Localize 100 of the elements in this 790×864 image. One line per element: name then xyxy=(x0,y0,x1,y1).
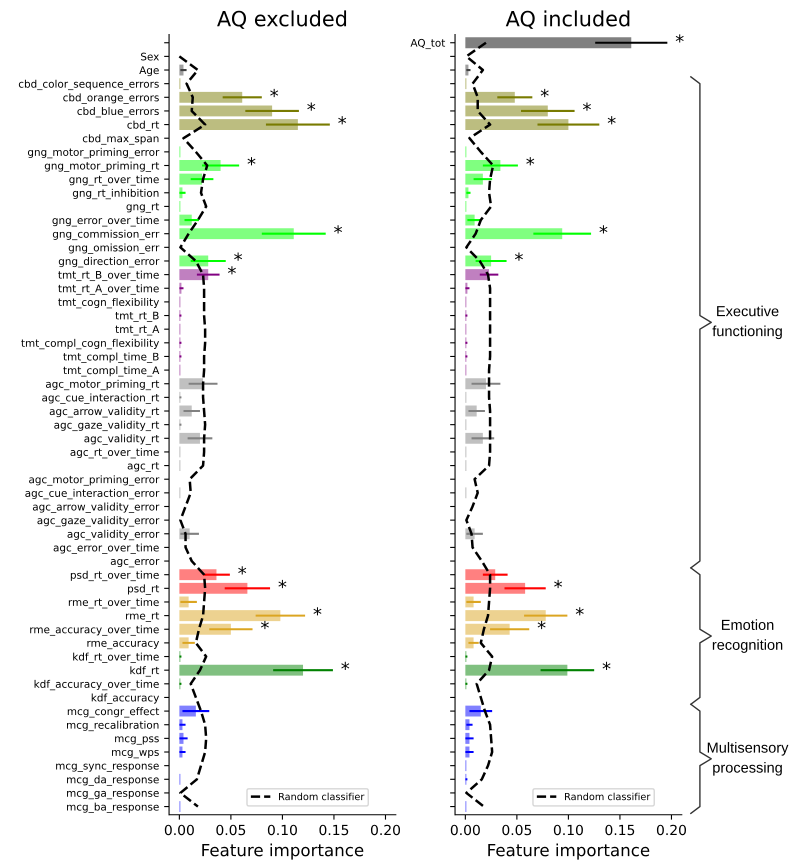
x-axis-title: Feature importance xyxy=(488,843,650,860)
bar xyxy=(179,664,304,676)
chart-title: AQ excluded xyxy=(217,10,346,29)
text: Multisensory processing xyxy=(708,742,788,776)
text: Executive functioning xyxy=(712,306,782,340)
chart-title: AQ included xyxy=(506,10,630,29)
bar xyxy=(179,582,248,594)
y-tick-label: agc_cue_interaction_error xyxy=(25,488,160,500)
y-tick-label: rme_accuracy xyxy=(87,640,160,650)
data-label: * xyxy=(599,225,608,234)
y-tick-label: mcg_ba_response xyxy=(67,802,159,813)
y-tick-label: cbd_rt xyxy=(127,120,160,131)
y-tick-label: mcg_ga_response xyxy=(67,790,159,800)
legend-label: Random classifier xyxy=(565,792,650,800)
data-label: * xyxy=(582,102,591,111)
data-label: * xyxy=(270,88,278,98)
data-label: * xyxy=(228,266,236,274)
y-tick-label: gng_commission_err xyxy=(52,230,160,240)
y-tick-label: kdf_accuracy_over_time xyxy=(34,680,159,690)
y-tick-label: tmt_rt_B_over_time xyxy=(58,270,159,282)
y-tick-label: agc_validity_rt xyxy=(84,434,160,445)
bar xyxy=(465,105,548,116)
y-tick-label: agc_gaze_validity_rt xyxy=(54,420,160,432)
y-tick-label: psd_rt_over_time xyxy=(70,570,159,582)
bar xyxy=(465,664,568,676)
y-tick-label: rme_rt_over_time xyxy=(68,598,159,608)
y-tick-label: gng_rt_inhibition xyxy=(72,188,158,200)
y-tick-label: tmt_cogn_flexibility xyxy=(58,298,160,308)
y-tick-label: psd_rt xyxy=(128,584,160,595)
y-tick-label: kdf_rt_over_time xyxy=(73,652,159,663)
x-tick-label: 0.15 xyxy=(605,824,634,836)
y-tick-label: rme_accuracy_over_time xyxy=(30,625,159,636)
data-label: * xyxy=(341,662,350,670)
y-tick-label: cbd_color_sequence_errors xyxy=(18,80,159,90)
y-tick-label: mcg_congr_effect xyxy=(68,707,160,718)
x-tick-label: 0.00 xyxy=(450,824,480,836)
y-tick-label: cbd_blue_errors xyxy=(77,106,159,118)
bar xyxy=(465,610,546,622)
y-tick-label: mcg_recalibration xyxy=(67,720,158,732)
y-tick-label: gng_direction_error xyxy=(58,257,160,268)
y-tick-label: rme_rt xyxy=(126,612,160,622)
y-tick-label: gng_rt xyxy=(126,202,160,213)
y-tick-label: kdf_rt xyxy=(130,666,160,677)
bar xyxy=(465,119,568,130)
data-label: * xyxy=(576,607,584,616)
y-tick-label: tmt_compl_time_A xyxy=(63,366,160,377)
y-tick-label: cbd_max_span xyxy=(82,134,158,145)
data-label: * xyxy=(608,116,616,124)
bar xyxy=(179,92,242,103)
data-label: * xyxy=(338,116,346,124)
data-label: * xyxy=(248,157,256,166)
y-tick-label: agc_motor_priming_error xyxy=(29,475,160,486)
x-axis-title: Feature importance xyxy=(202,843,364,860)
y-tick-label: mcg_sync_response xyxy=(56,764,159,772)
y-tick-label: gng_error_over_time xyxy=(52,216,159,226)
y-tick-label: cbd_orange_errors xyxy=(63,93,159,104)
text: Emotion recognition xyxy=(712,619,782,653)
data-label: * xyxy=(554,580,562,588)
y-tick-label: agc_validity_error xyxy=(68,530,160,540)
y-tick-label: agc_cue_interaction_rt xyxy=(42,393,160,404)
y-tick-label: gng_rt_over_time xyxy=(69,175,159,186)
y-tick-label: mcg_da_response xyxy=(67,775,159,786)
x-tick-label: 0.00 xyxy=(164,824,194,836)
y-tick-label: agc_rt xyxy=(128,462,160,472)
bar xyxy=(465,37,632,48)
data-label: * xyxy=(514,252,523,261)
data-label: * xyxy=(234,252,242,261)
x-tick-label: 0.15 xyxy=(319,824,348,836)
data-label: * xyxy=(526,157,534,166)
y-tick-label: Age xyxy=(139,66,159,76)
x-tick-label: 0.10 xyxy=(268,824,297,836)
data-label: * xyxy=(307,102,316,111)
bar xyxy=(179,119,298,130)
x-tick-label: 0.20 xyxy=(656,824,686,836)
data-label: * xyxy=(278,580,286,588)
data-label: * xyxy=(313,607,322,616)
bar xyxy=(465,582,526,594)
y-tick-label: gng_omission_err xyxy=(68,243,160,254)
bar xyxy=(179,610,280,622)
bar xyxy=(179,228,294,240)
data-label: * xyxy=(260,620,269,630)
legend-label: Random classifier xyxy=(279,792,364,800)
y-tick-label: agc_rt_over_time xyxy=(70,448,159,458)
data-label: * xyxy=(540,88,549,98)
data-label: * xyxy=(538,620,546,630)
y-tick-label: gng_motor_priming_rt xyxy=(44,162,160,172)
bar xyxy=(179,174,202,185)
bar xyxy=(465,228,562,240)
y-tick-label: agc_arrow_validity_error xyxy=(32,502,160,513)
y-tick-label: tmt_rt_A xyxy=(115,325,160,336)
x-tick-label: 0.05 xyxy=(502,824,532,836)
x-tick-label: 0.20 xyxy=(370,824,400,836)
data-label: * xyxy=(334,225,342,234)
y-tick-label: gng_motor_priming_error xyxy=(28,148,160,158)
data-label: * xyxy=(238,566,246,575)
x-tick-label: 0.05 xyxy=(216,824,246,836)
y-tick-label: tmt_rt_A_over_time xyxy=(58,284,159,295)
y-tick-label: tmt_rt_B xyxy=(115,312,159,322)
y-tick-label: agc_error_over_time xyxy=(54,543,159,554)
y-tick-label: agc_motor_priming_rt xyxy=(46,380,160,390)
